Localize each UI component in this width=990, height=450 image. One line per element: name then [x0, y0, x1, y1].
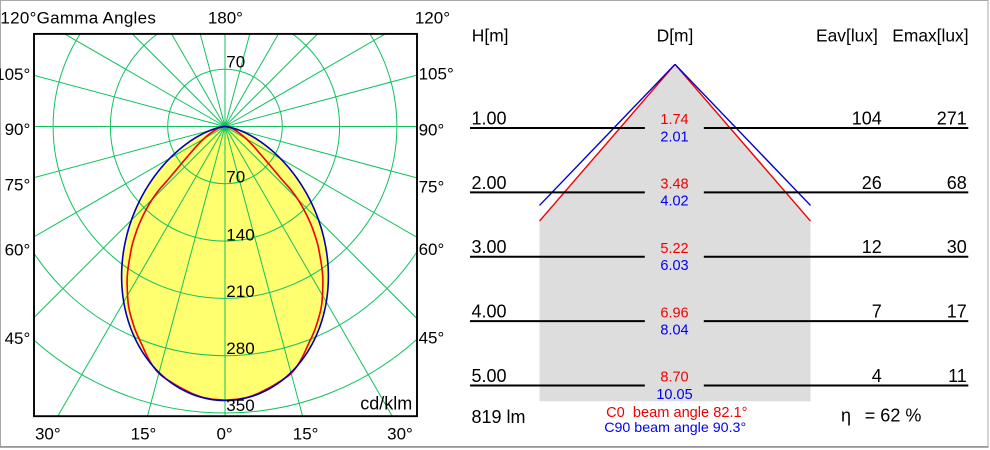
svg-text:280: 280	[226, 339, 254, 358]
svg-text:30°: 30°	[387, 424, 413, 443]
svg-text:6.96: 6.96	[660, 305, 688, 321]
svg-text:12: 12	[862, 237, 882, 257]
svg-text:60°: 60°	[5, 240, 31, 259]
svg-text:75°: 75°	[419, 177, 445, 196]
svg-text:7: 7	[872, 302, 882, 322]
svg-text:15°: 15°	[131, 424, 157, 443]
svg-text:C90 beam angle 90.3°: C90 beam angle 90.3°	[604, 420, 746, 436]
svg-text:10.05: 10.05	[656, 387, 692, 403]
svg-text:17: 17	[947, 302, 967, 322]
svg-text:70: 70	[226, 167, 245, 186]
svg-text:Eav[lux]: Eav[lux]	[816, 25, 878, 45]
svg-text:0°: 0°	[216, 424, 232, 443]
svg-text:68: 68	[947, 173, 967, 193]
svg-text:4: 4	[872, 366, 882, 386]
svg-text:1.00: 1.00	[472, 108, 507, 128]
svg-text:90°: 90°	[419, 121, 445, 140]
svg-text:70: 70	[226, 53, 245, 72]
svg-text:D[m]: D[m]	[657, 25, 694, 45]
svg-text:2.00: 2.00	[472, 173, 507, 193]
svg-text:105°: 105°	[419, 64, 454, 83]
svg-text:75°: 75°	[5, 175, 31, 194]
svg-text:90°: 90°	[5, 120, 31, 139]
svg-text:105°: 105°	[0, 65, 30, 84]
svg-text:3.48: 3.48	[660, 177, 688, 193]
svg-text:30: 30	[947, 237, 967, 257]
svg-text:3.00: 3.00	[472, 237, 507, 257]
svg-text:45°: 45°	[419, 329, 445, 348]
svg-text:15°: 15°	[293, 424, 319, 443]
svg-text:350: 350	[226, 396, 254, 415]
svg-text:26: 26	[862, 173, 882, 193]
svg-text:120°Gamma Angles: 120°Gamma Angles	[0, 8, 156, 27]
svg-text:30°: 30°	[35, 424, 61, 443]
svg-text:120°: 120°	[415, 8, 450, 27]
svg-text:271: 271	[937, 108, 967, 128]
svg-text:2.01: 2.01	[660, 129, 688, 145]
svg-text:= 62 %: = 62 %	[865, 406, 922, 426]
svg-text:η: η	[841, 405, 851, 425]
svg-text:180°: 180°	[208, 8, 243, 27]
svg-text:Emax[lux]: Emax[lux]	[892, 25, 968, 45]
svg-text:4.00: 4.00	[472, 302, 507, 322]
svg-text:5.22: 5.22	[660, 241, 688, 257]
svg-text:11: 11	[948, 366, 967, 386]
svg-text:5.00: 5.00	[472, 366, 507, 386]
svg-text:8.70: 8.70	[660, 370, 688, 386]
svg-text:819 lm: 819 lm	[472, 407, 526, 427]
svg-text:4.02: 4.02	[660, 194, 688, 210]
svg-text:210: 210	[226, 282, 254, 301]
svg-text:6.03: 6.03	[660, 258, 688, 274]
svg-text:45°: 45°	[5, 329, 31, 348]
svg-text:1.74: 1.74	[660, 112, 688, 128]
svg-text:8.04: 8.04	[660, 322, 688, 338]
svg-text:C0 beam angle 82.1°: C0 beam angle 82.1°	[606, 405, 747, 421]
svg-text:104: 104	[852, 108, 882, 128]
svg-text:140: 140	[226, 226, 254, 245]
svg-text:60°: 60°	[419, 240, 445, 259]
svg-text:cd/klm: cd/klm	[360, 394, 412, 414]
svg-text:H[m]: H[m]	[472, 25, 509, 45]
